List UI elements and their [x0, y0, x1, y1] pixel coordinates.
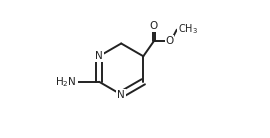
- Text: O: O: [165, 36, 174, 46]
- Text: O: O: [150, 21, 158, 31]
- Text: N: N: [117, 90, 125, 99]
- Text: H$_2$N: H$_2$N: [55, 75, 77, 89]
- Text: N: N: [95, 51, 103, 61]
- Text: CH$_3$: CH$_3$: [177, 22, 198, 36]
